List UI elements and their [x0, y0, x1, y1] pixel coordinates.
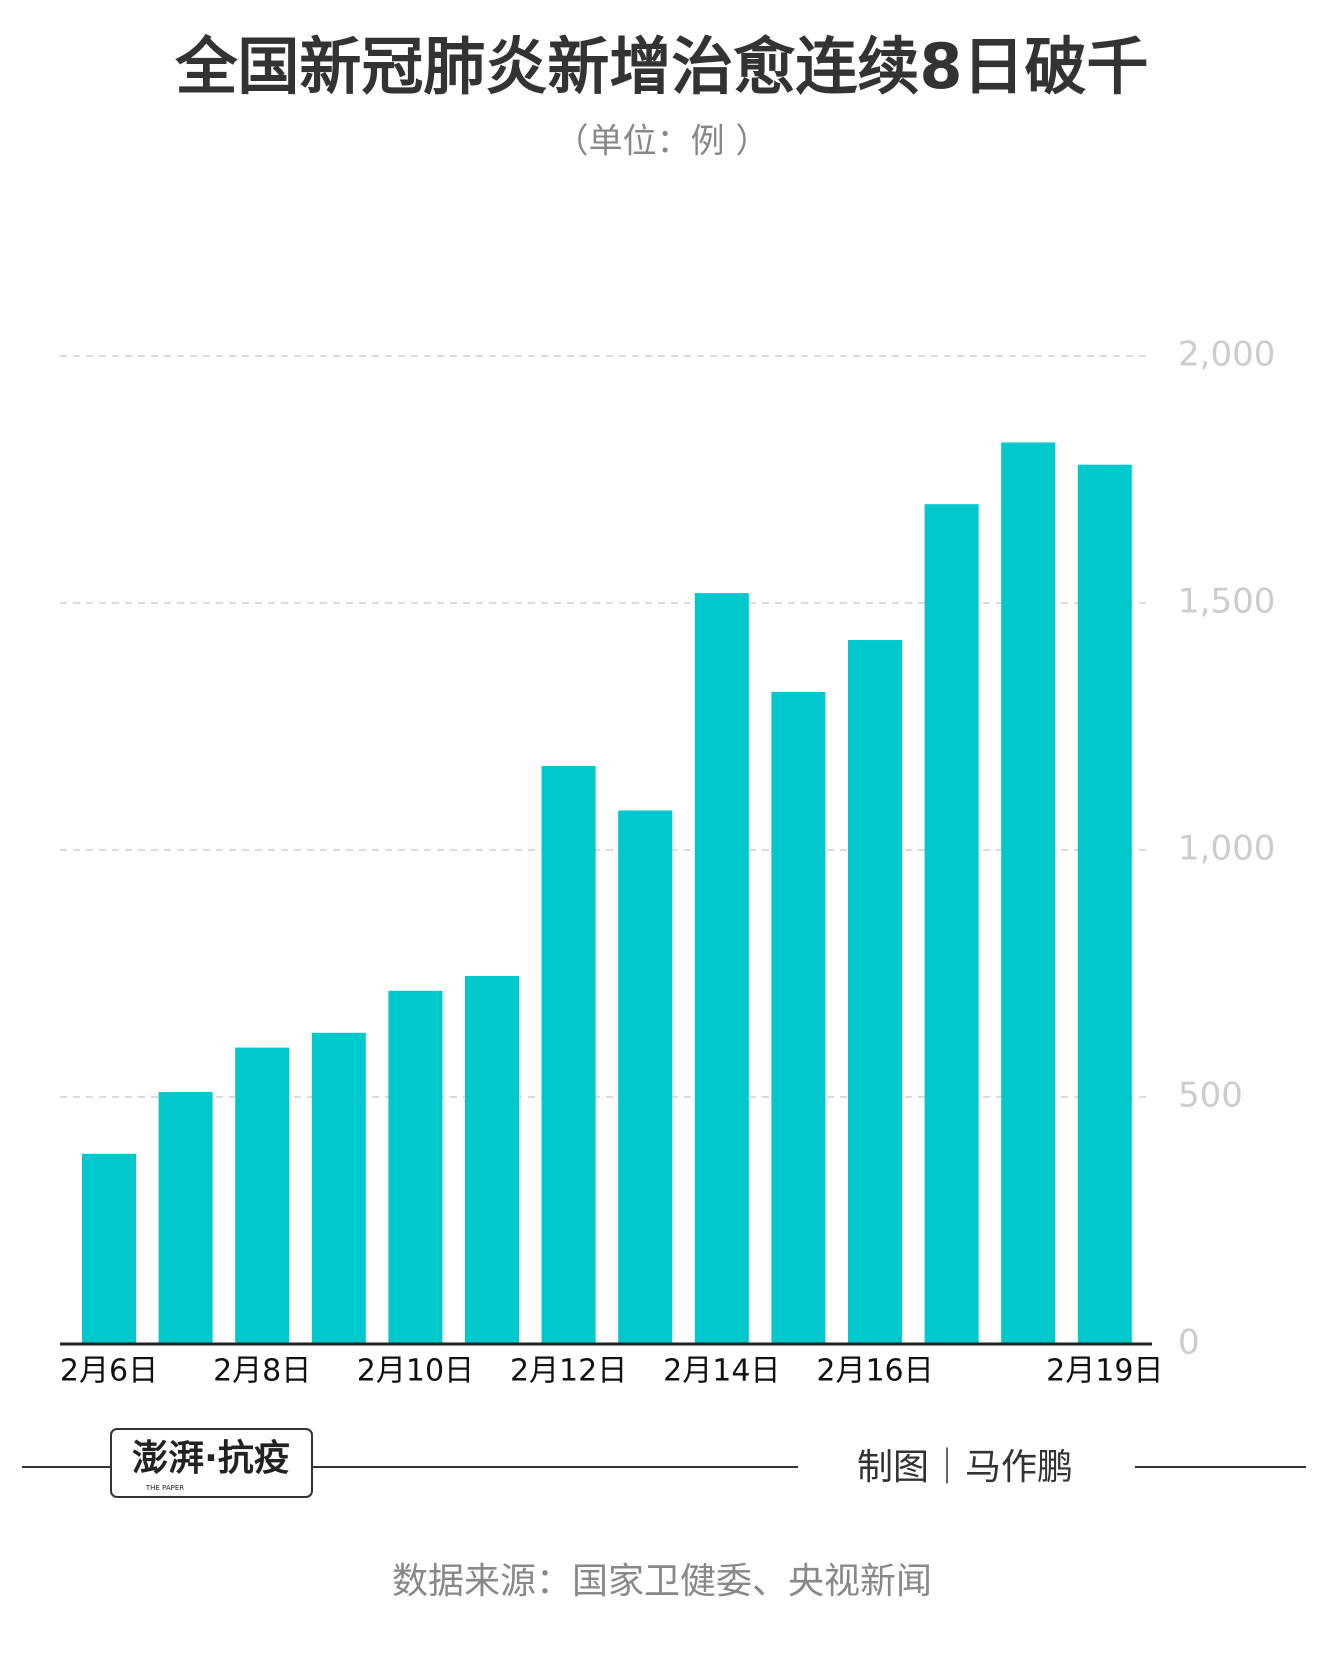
bar: [1001, 442, 1056, 1344]
x-tick-label: 2月6日: [60, 1354, 158, 1389]
source: 数据来源：国家卫健委、央视新闻: [392, 1561, 932, 1602]
bar: [235, 1047, 290, 1344]
bar: [924, 504, 979, 1344]
logo-box: [110, 1428, 313, 1498]
bar: [694, 593, 749, 1344]
bar: [771, 691, 826, 1344]
logo-text: 澎湃·抗疫: [132, 1437, 290, 1479]
chart-subtitle: （单位：例 ）: [555, 122, 770, 162]
y-tick-label: 500: [1178, 1076, 1243, 1116]
x-tick-label: 2月10日: [357, 1354, 474, 1389]
bar: [848, 640, 902, 1344]
bar: [618, 810, 673, 1344]
x-tick-label: 2月14日: [663, 1354, 780, 1389]
bar: [541, 766, 596, 1344]
credit: 制图｜马作鹏: [857, 1447, 1073, 1488]
x-tick-label: 2月8日: [213, 1354, 311, 1389]
x-tick-label: 2月12日: [510, 1354, 627, 1389]
y-tick-label: 0: [1178, 1323, 1200, 1363]
x-tick-label: 2月19日: [1046, 1354, 1163, 1389]
bar: [158, 1092, 213, 1344]
y-tick-label: 2,000: [1178, 335, 1275, 375]
logo-sub: THE PAPER: [145, 1484, 184, 1492]
chart-title: 全国新冠肺炎新增治愈连续8日破千: [174, 30, 1148, 103]
bar: [311, 1032, 366, 1344]
bar: [465, 975, 519, 1344]
bar: [388, 990, 443, 1344]
x-tick-label: 2月16日: [816, 1354, 933, 1389]
bar: [82, 1153, 136, 1344]
bar: [1077, 464, 1132, 1344]
y-tick-label: 1,000: [1178, 829, 1275, 869]
y-tick-label: 1,500: [1178, 582, 1275, 622]
